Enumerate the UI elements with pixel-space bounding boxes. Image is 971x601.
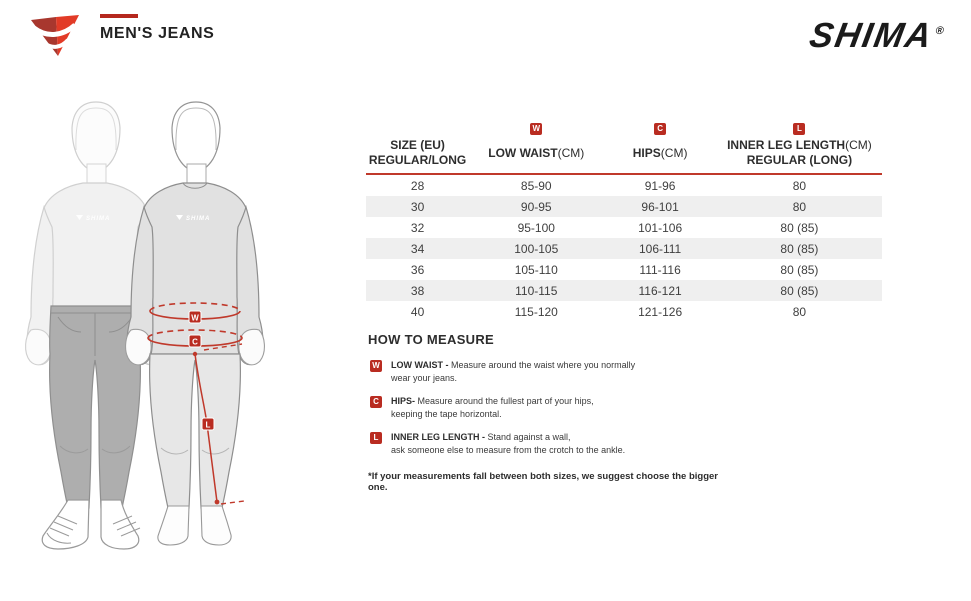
title-block: MEN'S JEANS (100, 14, 214, 43)
table-cell: 28 (410, 178, 425, 193)
figure-front: SHIMA W (125, 101, 265, 546)
table-row: 30 90-95 96-101 80 (366, 196, 882, 217)
waist-badge: W (188, 310, 202, 324)
table-cell: 101-106 (638, 220, 683, 235)
table-cell: 95-100 (517, 220, 555, 235)
brand-name: SHIMA (806, 16, 937, 55)
table-cell: 32 (410, 220, 425, 235)
svg-text:SHIMA: SHIMA (186, 216, 210, 222)
table-cell: 105-110 (514, 262, 558, 277)
how-to-measure-section: HOW TO MEASURE W LOW WAIST - Measure aro… (368, 332, 728, 493)
chest-logo-front: SHIMA (176, 215, 210, 222)
how-to-measure-heading: HOW TO MEASURE (368, 332, 495, 347)
measure-item-hips: C HIPS- Measure around the fullest part … (368, 395, 728, 420)
table-cell: 30 (410, 199, 425, 214)
table-cell: 116-121 (638, 283, 682, 298)
table-cell: 36 (410, 262, 425, 277)
table-cell: 80 (792, 199, 807, 214)
table-cell: 80 (85) (780, 283, 819, 298)
table-cell: 111-116 (639, 262, 681, 277)
waist-letter-badge: W (370, 360, 382, 372)
table-row: 40 115-120 121-126 80 (366, 301, 882, 322)
column-header-low-waist: LOW WAIST(CM) (488, 145, 585, 160)
measure-item-inner-leg: L INNER LEG LENGTH - Stand against a wal… (368, 431, 728, 456)
size-table-header: SIZE (EU) REGULAR/LONG LOW WAIST(CM) HIP… (366, 135, 882, 175)
waist-col-badge: W (530, 123, 543, 135)
sneaker-right (100, 499, 140, 550)
measure-item-text: HIPS- Measure around the fullest part of… (391, 396, 594, 419)
size-footnote: *If your measurements fall between both … (368, 470, 719, 493)
table-cell: 100-105 (514, 241, 559, 256)
registered-mark: ® (934, 25, 945, 38)
size-table-body: 28 85-90 91-96 80 30 90-95 96-101 80 32 95-100 101… (366, 175, 882, 322)
svg-text:SHIMA: SHIMA (86, 216, 110, 222)
table-cell: 85-90 (520, 178, 552, 193)
hips-col-badge: C (654, 123, 667, 135)
table-cell: 80 (85) (780, 220, 819, 235)
inner-leg-col-badge: L (793, 123, 806, 135)
svg-text:W: W (191, 314, 199, 323)
table-cell: 80 (85) (780, 262, 819, 277)
table-row: 28 85-90 91-96 80 (366, 175, 882, 196)
table-cell: 38 (410, 283, 425, 298)
column-header-inner-leg: INNER LEG LENGTH(CM) REGULAR (LONG) (727, 138, 872, 167)
svg-text:L: L (206, 421, 211, 430)
inner-leg-letter-badge: L (370, 432, 382, 445)
page-title: MEN'S JEANS (100, 25, 215, 42)
table-cell: 96-101 (641, 199, 679, 214)
table-cell: 40 (410, 304, 425, 319)
size-table: W C L SIZE (EU) REGULAR/LONG LOW WAIST(C… (366, 113, 882, 322)
column-header-size: SIZE (EU) REGULAR/LONG (368, 138, 467, 167)
table-cell: 106-111 (638, 241, 682, 256)
table-cell: 110-115 (515, 283, 558, 298)
measure-item-text: LOW WAIST - Measure around the waist whe… (391, 360, 636, 383)
svg-text:C: C (192, 338, 198, 347)
table-cell: 80 (792, 178, 807, 193)
inner-leg-badge: L (201, 417, 215, 431)
table-row: 38 110-115 116-121 80 (85) (366, 280, 882, 301)
title-accent-bar (100, 14, 138, 18)
table-cell: 34 (410, 241, 425, 256)
table-cell: 121-126 (638, 304, 683, 319)
shima-logo-icon (31, 15, 79, 56)
table-row: 36 105-110 111-116 80 (85) (366, 259, 882, 280)
table-cell: 90-95 (520, 199, 552, 214)
table-cell: 115-120 (514, 304, 558, 319)
measurement-figures: SHIMA SHIMA (25, 101, 265, 550)
size-table-badges: W C L (366, 113, 882, 135)
measure-item-text: INNER LEG LENGTH - Stand against a wall,… (391, 432, 626, 455)
table-cell: 91-96 (644, 178, 676, 193)
chest-logo-back: SHIMA (76, 215, 110, 222)
table-row: 34 100-105 106-111 80 (85) (366, 238, 882, 259)
table-row: 32 95-100 101-106 80 (85) (366, 217, 882, 238)
measure-item-low-waist: W LOW WAIST - Measure around the waist w… (368, 359, 728, 384)
brand-wordmark: SHIMA® (807, 16, 947, 56)
table-cell: 80 (85) (780, 241, 819, 256)
hips-letter-badge: C (370, 396, 382, 409)
sneaker-left (41, 499, 90, 550)
table-cell: 80 (792, 304, 807, 319)
hips-badge: C (188, 334, 202, 348)
jeans (48, 305, 142, 509)
column-header-hips: HIPS(CM) (632, 145, 688, 160)
